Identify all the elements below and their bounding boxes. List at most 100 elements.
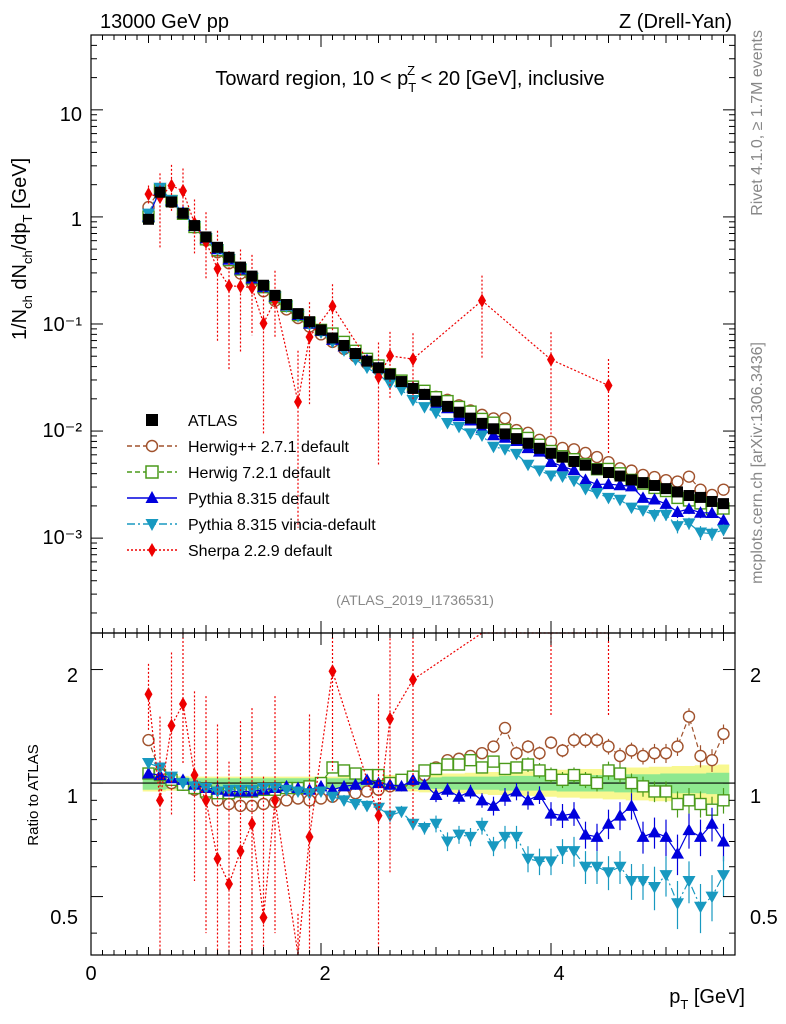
- series-main-sherpa: [144, 164, 613, 528]
- x-tick-label: 4: [553, 963, 564, 985]
- ratio-point: [176, 778, 190, 790]
- legend-label: Pythia 8.315 vincia-default: [188, 517, 376, 534]
- data-point: [144, 187, 153, 202]
- data-point: [374, 369, 383, 384]
- legend-entry-atlas: ATLAS: [146, 413, 238, 430]
- main-y-axis-label: 1/Nch dNch/dpT [GeV]: [9, 158, 35, 340]
- data-point: [487, 428, 500, 441]
- main-y-tick-label: 10⁻¹: [43, 314, 83, 336]
- ratio-point: [498, 721, 512, 735]
- data-point: [544, 470, 558, 483]
- data-point: [499, 428, 511, 440]
- legend-entry-vincia: Pythia 8.315 vincia-default: [127, 517, 376, 534]
- data-point: [246, 270, 258, 282]
- legend-entry-herwigpp: Herwig++ 2.7.1 default: [127, 439, 350, 456]
- title-prefix: Toward region, 10 < p: [215, 68, 408, 90]
- legend-label: Sherpa 2.2.9 default: [188, 543, 333, 560]
- plot-title: Toward region, 10 < pTZ < 20 [GeV], incl…: [215, 63, 604, 95]
- data-point: [604, 378, 613, 393]
- ratio-point: [648, 785, 661, 798]
- legend-label: ATLAS: [188, 413, 238, 430]
- data-point: [498, 444, 512, 456]
- ratio-point: [374, 808, 383, 823]
- legend-marker-vincia: [145, 519, 159, 531]
- ratio-point: [625, 744, 638, 757]
- data-point: [682, 502, 696, 514]
- tick-labels: 10 1 10⁻¹ 10⁻² 10⁻³ 2 1 0.5 2 1 0.5 0 2 …: [43, 104, 778, 985]
- data-point: [718, 498, 729, 510]
- ratio-point: [613, 861, 627, 874]
- ratio-point: [475, 747, 489, 760]
- ratio-point: [337, 764, 351, 777]
- ratio-point: [659, 830, 673, 842]
- ratio-point: [636, 780, 650, 793]
- ratio-point: [659, 747, 673, 760]
- data-point: [305, 329, 314, 344]
- ratio-point: [659, 870, 673, 882]
- data-point: [395, 384, 408, 397]
- legend-marker-herwigpp: [145, 439, 159, 453]
- ratio-point: [452, 790, 466, 802]
- data-point: [671, 475, 684, 488]
- data-point: [419, 388, 430, 400]
- ratio-point: [245, 784, 259, 797]
- ratio-point: [487, 740, 500, 753]
- data-point: [478, 293, 486, 308]
- data-point: [429, 407, 443, 420]
- header-right-label: Z (Drell-Yan): [619, 11, 732, 33]
- data-point: [396, 376, 407, 388]
- data-point: [556, 459, 569, 472]
- ratio-point: [236, 844, 245, 859]
- data-point: [281, 299, 292, 311]
- data-point: [672, 486, 683, 498]
- data-point: [465, 412, 476, 424]
- ratio-point: [156, 793, 164, 808]
- ratio-point: [328, 664, 337, 679]
- legend-marker-atlas: [146, 414, 158, 426]
- data-point: [386, 348, 394, 363]
- ratio-point: [326, 791, 339, 804]
- data-point: [177, 207, 189, 219]
- data-point: [659, 497, 673, 509]
- ratio-point: [613, 767, 627, 780]
- ratio-point: [386, 711, 394, 726]
- data-point: [179, 183, 187, 198]
- ratio-point: [521, 740, 535, 753]
- ratio-point: [487, 799, 500, 811]
- main-panel: [90, 34, 736, 634]
- ratio-y-tick-label-right: 1: [750, 786, 761, 808]
- ratio-point: [326, 761, 339, 774]
- ratio-point: [590, 733, 604, 747]
- data-point: [453, 406, 465, 418]
- ratio-point: [487, 755, 500, 768]
- data-point: [213, 261, 222, 276]
- data-point: [590, 478, 604, 490]
- ratio-point: [464, 784, 477, 797]
- data-point: [361, 355, 373, 367]
- data-point: [511, 433, 522, 445]
- data-point: [418, 402, 431, 414]
- data-point: [695, 491, 706, 503]
- ratio-y-tick-label-right: 0.5: [750, 907, 778, 929]
- ratio-point: [717, 834, 730, 847]
- data-point: [659, 509, 673, 522]
- ratio-point: [694, 797, 707, 811]
- ratio-point: [533, 747, 546, 760]
- ratio-point: [441, 783, 454, 795]
- ratio-point: [510, 831, 523, 844]
- data-point: [259, 316, 268, 331]
- ratio-point: [360, 773, 374, 785]
- legend-entry-herwig7: Herwig 7.2.1 default: [127, 465, 331, 482]
- data-point: [534, 442, 545, 454]
- ratio-point: [705, 891, 719, 904]
- ratio-point: [142, 758, 155, 770]
- ratio-point: [717, 727, 730, 741]
- data-point: [706, 495, 718, 507]
- ratio-point: [271, 793, 279, 808]
- ratio-point: [337, 795, 351, 807]
- data-point: [269, 289, 281, 301]
- data-point: [236, 279, 245, 294]
- ratio-point: [671, 797, 684, 811]
- data-point: [248, 280, 256, 295]
- ratio-point: [257, 797, 270, 811]
